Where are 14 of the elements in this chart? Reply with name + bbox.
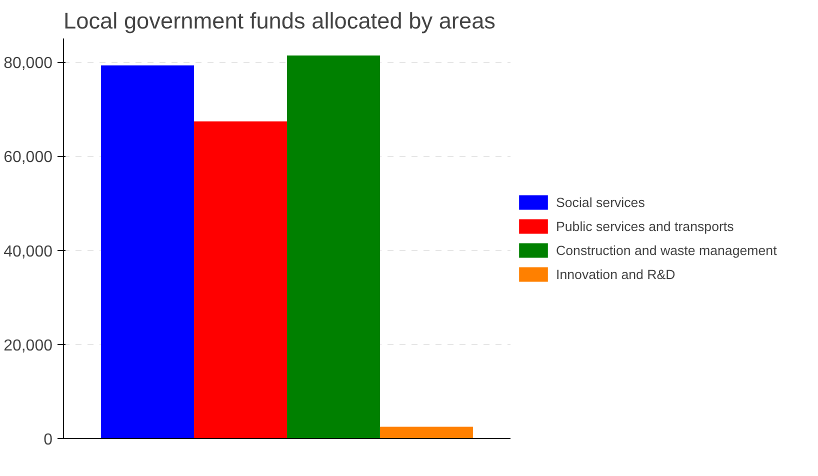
legend-label: Public services and transports [556, 218, 734, 234]
legend-label: Social services [556, 194, 645, 210]
y-tick-label: 40,000 [4, 243, 53, 260]
legend-label: Innovation and R&D [556, 266, 676, 282]
y-tick-label: 20,000 [4, 337, 53, 354]
y-tick-label: 0 [44, 432, 53, 448]
bar [380, 426, 473, 438]
y-tick-label: 80,000 [4, 55, 53, 72]
legend-label: Construction and waste management [556, 242, 777, 258]
chart-title: Local government funds allocated by areas [64, 8, 496, 34]
bar [287, 55, 380, 438]
bar [101, 65, 194, 438]
bar [194, 121, 287, 438]
y-tick-label: 60,000 [4, 149, 53, 166]
